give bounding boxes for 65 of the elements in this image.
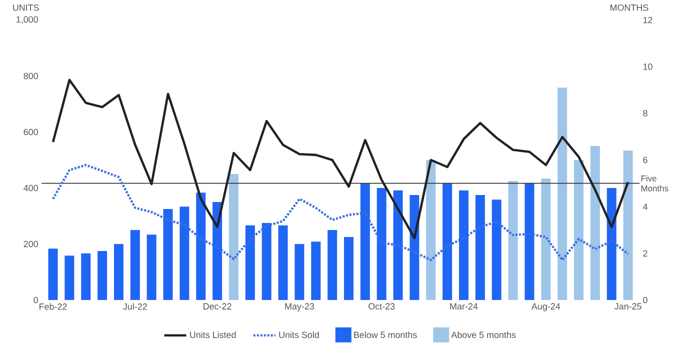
y2-tick-label: 0 bbox=[643, 296, 648, 304]
bar bbox=[606, 188, 616, 300]
y-axis-title: UNITS bbox=[13, 4, 39, 11]
y-tick-label: 0 bbox=[34, 296, 38, 304]
y-tick-label: 600 bbox=[24, 128, 38, 136]
bar bbox=[524, 183, 534, 300]
bar bbox=[623, 150, 633, 300]
bar bbox=[212, 202, 222, 300]
x-tick-label: Jul-22 bbox=[123, 303, 147, 310]
y2-tick-label: 10 bbox=[643, 63, 652, 70]
bar bbox=[262, 223, 272, 300]
legend-label: Below 5 months bbox=[354, 331, 417, 338]
y2-tick-label: 8 bbox=[643, 110, 648, 117]
y2-tick-label: 2 bbox=[643, 250, 648, 256]
bar bbox=[294, 244, 304, 300]
y2-tick-label: 4 bbox=[642, 204, 648, 210]
bar bbox=[360, 183, 370, 300]
y2-axis-title: MONTHS bbox=[610, 4, 648, 11]
bar bbox=[426, 160, 436, 300]
legend-label: Units Listed bbox=[190, 331, 236, 338]
bar bbox=[541, 178, 551, 300]
bar bbox=[48, 248, 58, 300]
bar bbox=[590, 146, 600, 300]
bar bbox=[574, 160, 584, 300]
bar bbox=[376, 188, 386, 300]
legend-label: Units Sold bbox=[279, 331, 319, 338]
x-tick-label: Dec-22 bbox=[204, 303, 232, 310]
y-tick-label: 800 bbox=[24, 72, 38, 80]
bar bbox=[98, 251, 108, 300]
bar bbox=[245, 225, 255, 300]
y-tick-label: 200 bbox=[24, 240, 38, 248]
y2-tick-label: 12 bbox=[643, 16, 652, 24]
bar bbox=[228, 174, 238, 300]
x-tick-label: May-23 bbox=[285, 303, 314, 312]
bar bbox=[410, 195, 420, 300]
bar bbox=[459, 190, 469, 300]
bar bbox=[146, 234, 156, 300]
bar bbox=[130, 230, 140, 300]
bar bbox=[64, 256, 74, 300]
x-tick-label: Mar-24 bbox=[450, 303, 478, 310]
bar bbox=[163, 209, 173, 300]
bar bbox=[475, 195, 485, 300]
bar bbox=[196, 192, 206, 300]
y-tick-label: 400 bbox=[24, 184, 38, 192]
bar bbox=[311, 242, 321, 300]
y2-tick-label: 6 bbox=[643, 156, 648, 164]
bar bbox=[328, 230, 338, 300]
bar bbox=[508, 181, 518, 300]
bar bbox=[492, 200, 502, 300]
bar bbox=[393, 190, 403, 300]
line-series bbox=[52, 164, 630, 262]
x-tick-label: Aug-24 bbox=[531, 303, 560, 312]
x-tick-label: Oct-23 bbox=[368, 303, 395, 310]
x-tick-label: Jan-25 bbox=[614, 303, 642, 310]
y-tick-label: 1,000 bbox=[16, 16, 38, 24]
bar bbox=[558, 88, 568, 300]
ref-line-label: Five Months bbox=[641, 175, 668, 192]
x-tick-label: Feb-22 bbox=[40, 303, 67, 310]
bar bbox=[180, 206, 190, 300]
bar bbox=[442, 183, 452, 300]
bar bbox=[114, 244, 124, 300]
legend-label: Above 5 months bbox=[451, 331, 516, 338]
bar bbox=[278, 225, 288, 300]
bar bbox=[344, 237, 354, 300]
bar bbox=[81, 253, 91, 300]
